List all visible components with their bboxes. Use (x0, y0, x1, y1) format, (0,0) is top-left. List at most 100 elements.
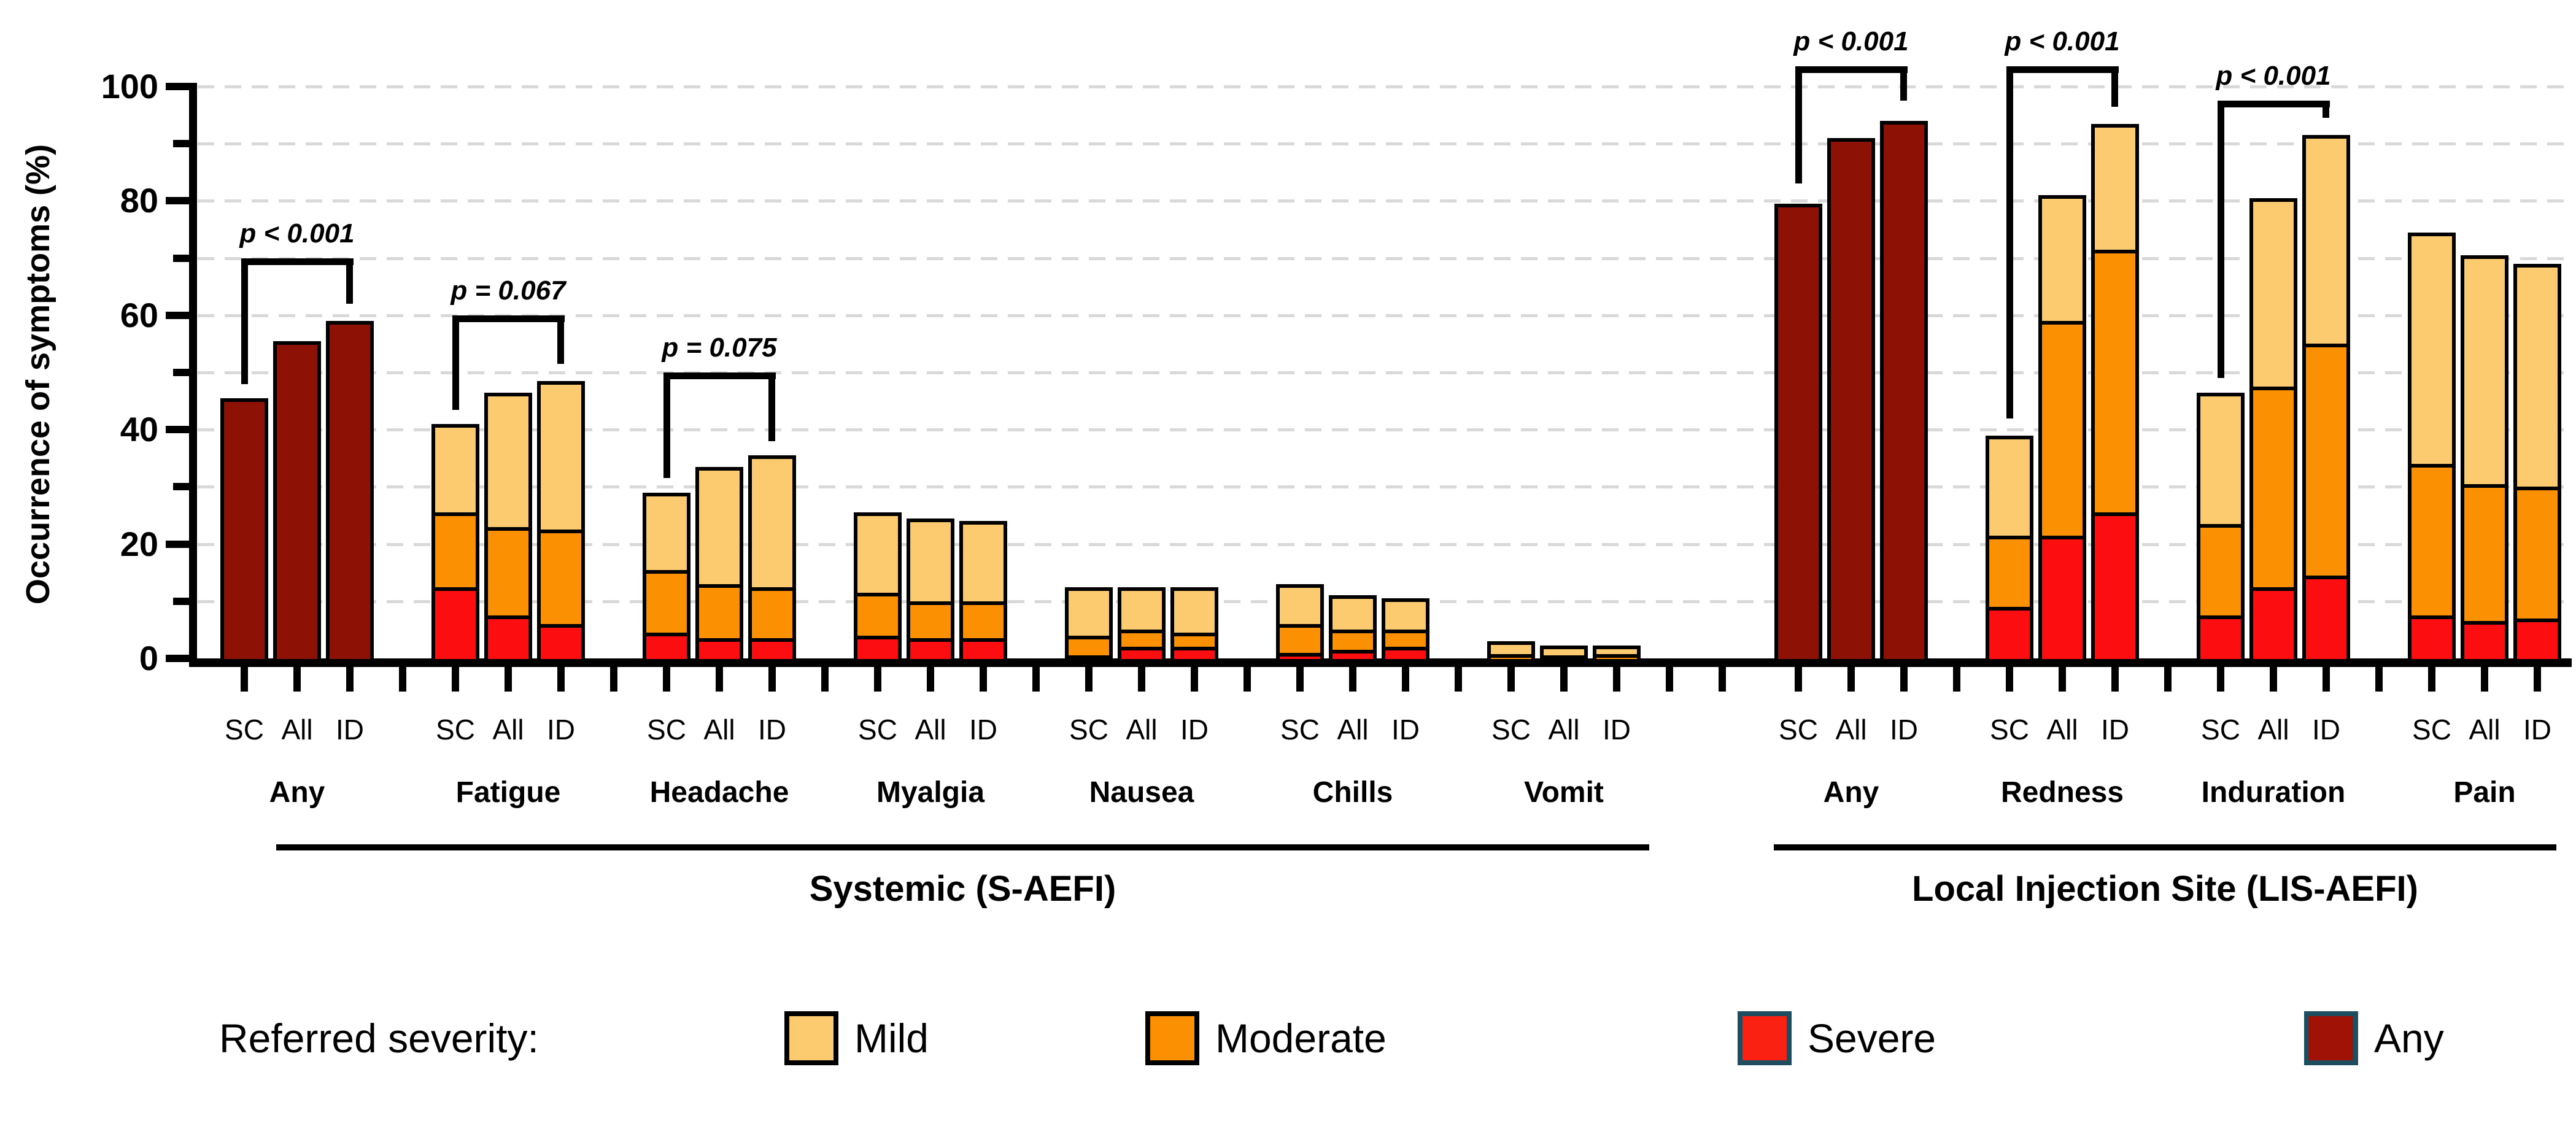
bar-segment-severe-Pain-ID (2513, 619, 2561, 663)
bar-segment-mild-Nausea-ID (1170, 587, 1218, 636)
significance-bracket-bar (2218, 101, 2330, 107)
bar-segment-moderate-Headache-All (695, 584, 743, 642)
bar-segment-moderate-Redness-ID (2091, 250, 2139, 516)
x-tick (1138, 666, 1145, 692)
bar-segment-mild-Pain-ID (2513, 264, 2561, 490)
gridline-100 (198, 85, 2572, 88)
bar-segment-mild-Chills-ID (1382, 598, 1429, 633)
x-bar-label-All: All (1548, 714, 1580, 746)
y-minor-tick-70 (173, 255, 189, 262)
y-minor-tick-10 (173, 598, 189, 605)
bar-segment-severe-Myalgia-All (907, 638, 954, 663)
gridline-80 (198, 199, 2572, 202)
gridline-30 (198, 485, 2572, 488)
significance-bracket-bar (663, 372, 776, 379)
y-tick-label-60: 60 (120, 296, 158, 334)
bar-segment-severe-Headache-SC (643, 633, 690, 663)
legend-label-moderate: Moderate (1215, 1016, 1387, 1061)
y-tick-label-20: 20 (120, 525, 158, 563)
bar-segment-mild-Redness-ID (2091, 124, 2139, 253)
legend-title: Referred severity: (219, 1016, 539, 1061)
x-bar-label-ID: ID (969, 714, 997, 746)
x-tick (1847, 666, 1855, 692)
significance-bracket-left-leg (241, 258, 248, 384)
bar-segment-mild-Induration-ID (2302, 135, 2350, 347)
p-value-label: p < 0.001 (1793, 26, 1909, 56)
significance-bracket-right-leg (2111, 66, 2118, 107)
x-bar-label-All: All (915, 714, 946, 746)
significance-bracket-left-leg (663, 372, 670, 478)
x-bar-label-SC: SC (2412, 714, 2451, 746)
x-bar-label-ID: ID (1391, 714, 1420, 746)
y-tick-label-0: 0 (139, 639, 158, 677)
bar-segment-mild-Vomit-ID (1593, 646, 1641, 658)
x-bar-label-SC: SC (647, 714, 686, 746)
group-name-Induration: Induration (2201, 776, 2346, 809)
x-bar-label-All: All (281, 714, 313, 746)
significance-bracket-right-leg (768, 372, 775, 441)
bar-segment-moderate-Pain-All (2461, 484, 2508, 625)
y-major-tick-80 (166, 197, 189, 204)
legend-label-mild: Mild (854, 1016, 929, 1061)
bar-segment-moderate-Induration-ID (2302, 344, 2350, 579)
x-tick (2481, 666, 2488, 692)
y-axis-line (189, 83, 197, 667)
x-tick (2217, 666, 2224, 692)
bar-segment-moderate-Chills-SC (1276, 624, 1324, 657)
gridline-90 (198, 142, 2572, 145)
x-bar-label-ID: ID (2101, 714, 2129, 746)
group-name-Redness: Redness (2000, 776, 2124, 809)
p-value-label: p = 0.067 (451, 276, 566, 306)
x-bar-label-ID: ID (2312, 714, 2340, 746)
significance-bracket-left-leg (2218, 101, 2224, 378)
x-tick (2428, 666, 2435, 692)
significance-bracket-bar (2006, 66, 2119, 73)
significance-bracket-right-leg (2323, 101, 2329, 118)
x-tick (1455, 666, 1462, 692)
x-bar-label-All: All (2257, 714, 2289, 746)
group-name-Chills: Chills (1312, 776, 1393, 809)
x-tick (716, 666, 723, 692)
x-tick (2006, 666, 2013, 692)
x-tick (557, 666, 565, 692)
bar-segment-moderate-Fatigue-All (484, 527, 532, 619)
group-name-Myalgia: Myalgia (876, 776, 985, 809)
y-major-tick-0 (166, 655, 189, 662)
bar-segment-moderate-Redness-SC (1986, 536, 2033, 611)
x-tick (1507, 666, 1515, 692)
x-tick (1795, 666, 1802, 692)
x-bar-label-SC: SC (858, 714, 897, 746)
gridline-40 (198, 428, 2572, 431)
x-tick (2534, 666, 2541, 692)
x-tick (293, 666, 301, 692)
x-tick (452, 666, 459, 692)
bar-segment-severe-Redness-ID (2091, 512, 2139, 663)
x-bar-label-ID: ID (336, 714, 364, 746)
section-label: Local Injection Site (LIS-AEFI) (1912, 869, 2418, 909)
bar-segment-moderate-Myalgia-All (907, 601, 954, 642)
x-bar-label-ID: ID (547, 714, 575, 746)
group-name-Fatigue: Fatigue (455, 776, 561, 809)
bar-segment-mild-Nausea-All (1118, 587, 1166, 633)
bar-segment-moderate-Myalgia-ID (959, 601, 1007, 642)
significance-bracket-right-leg (1900, 66, 1907, 101)
bar-segment-mild-Chills-SC (1276, 584, 1324, 628)
bar-segment-mild-Fatigue-ID (537, 381, 585, 533)
bar-segment-mild-Fatigue-SC (431, 424, 479, 516)
x-tick (1900, 666, 1908, 692)
bar-segment-moderate-Induration-All (2249, 387, 2297, 591)
bar-segment-mild-Induration-SC (2197, 393, 2245, 528)
bar-segment-any-Any-ID (326, 321, 374, 663)
bar-segment-mild-Pain-SC (2408, 233, 2456, 468)
section-underline (276, 844, 1649, 850)
bar-segment-moderate-Myalgia-SC (854, 593, 902, 639)
x-tick (2111, 666, 2119, 692)
gridline-70 (198, 257, 2572, 260)
bar-segment-severe-Induration-ID (2302, 576, 2350, 663)
group-name-Any: Any (1823, 776, 1879, 809)
bar-segment-severe-Pain-SC (2408, 615, 2456, 663)
x-bar-label-All: All (1337, 714, 1369, 746)
bar-segment-severe-Induration-SC (2197, 615, 2245, 663)
x-tick (1191, 666, 1198, 692)
